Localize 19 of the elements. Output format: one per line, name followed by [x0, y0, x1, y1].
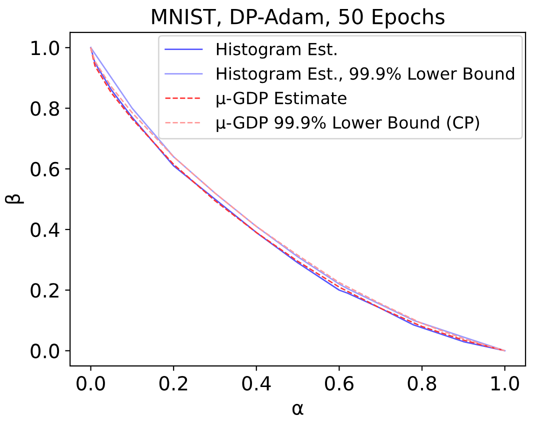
- legend-label: μ-GDP Estimate: [216, 91, 346, 108]
- x-tick-label: 0.6: [325, 376, 354, 391]
- x-tick-label: 0.4: [242, 376, 271, 391]
- x-tick-label: 0.2: [159, 376, 188, 391]
- y-tick-label: 0.6: [30, 162, 60, 177]
- legend-label: Histogram Est., 99.9% Lower Bound: [216, 66, 514, 84]
- legend-label: μ-GDP 99.9% Lower Bound (CP): [216, 116, 480, 132]
- x-tick-label: 1.0: [491, 376, 519, 391]
- legend-label: Histogram Est.: [216, 42, 336, 59]
- y-tick-label: 1.0: [32, 40, 60, 56]
- x-tick-label: 0.0: [76, 376, 105, 391]
- x-tick-label: 0.8: [408, 376, 436, 391]
- y-tick-label: 0.2: [30, 283, 58, 298]
- y-axis-title: β: [4, 194, 24, 204]
- y-tick-label: 0.0: [30, 344, 60, 358]
- y-tick-label: 0.8: [30, 101, 60, 116]
- chart-title: MNIST, DP-Adam, 50 Epochs: [152, 8, 444, 28]
- y-tick-label: 0.4: [30, 222, 60, 238]
- x-axis-title: α: [292, 404, 304, 415]
